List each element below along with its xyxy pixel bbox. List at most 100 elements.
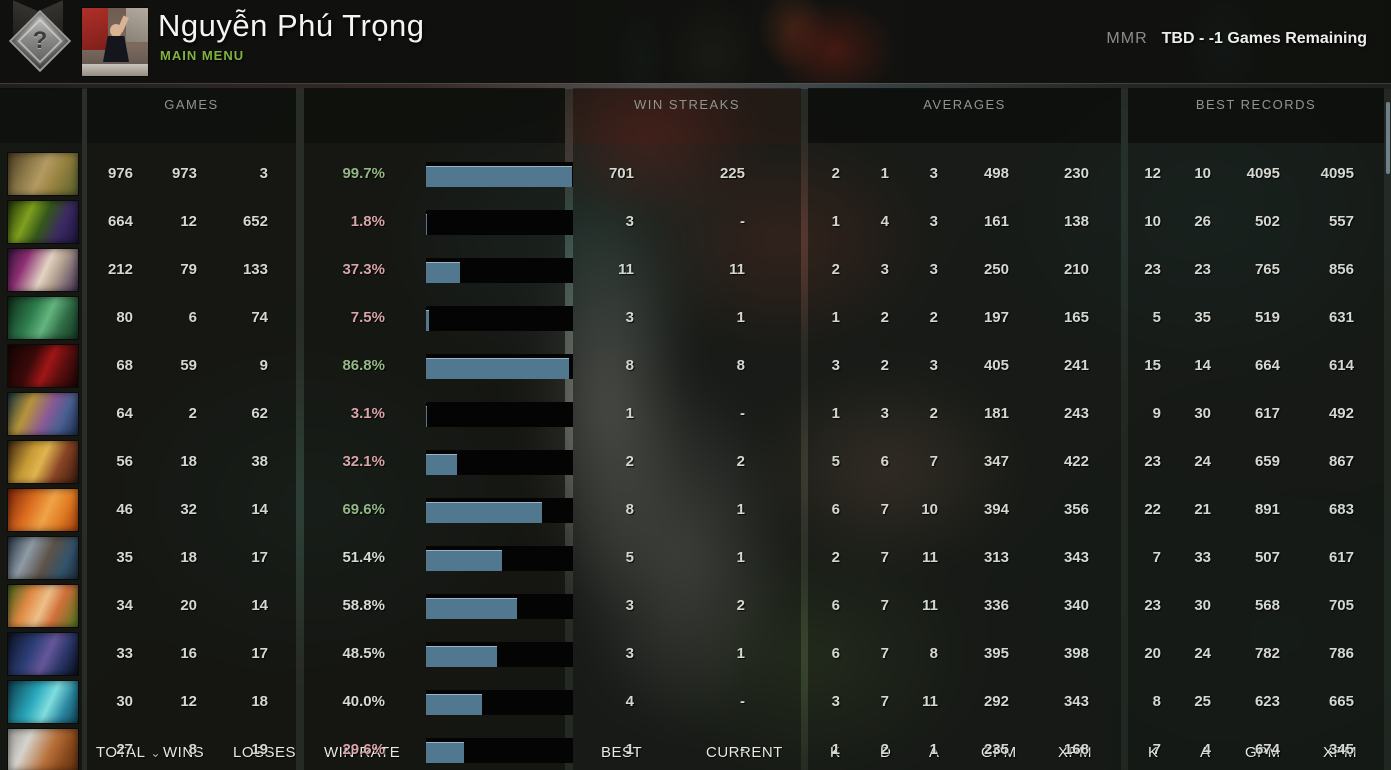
table-row[interactable]: 35 18 17 51.4% 5 1 2 7 11 313 343 7 33 5… [0, 534, 1391, 582]
win-rate-cell: 32.1% [342, 453, 385, 470]
avg-deaths-cell: 2 [880, 309, 889, 326]
hero-icon-windranger[interactable] [8, 585, 78, 627]
avg-kills-cell: 6 [831, 645, 840, 662]
table-row[interactable]: 33 16 17 48.5% 3 1 6 7 8 395 398 20 24 7… [0, 630, 1391, 678]
total-games-cell: 34 [116, 597, 133, 614]
table-row[interactable]: 64 2 62 3.1% 1 - 1 3 2 181 243 9 30 617 … [0, 390, 1391, 438]
avg-assists-cell: 3 [929, 261, 938, 278]
hero-icon-lina[interactable] [8, 489, 78, 531]
group-label-best-records: BEST RECORDS [1195, 97, 1317, 112]
column-header-avg-assists[interactable]: A [929, 744, 940, 761]
column-header-win-rate[interactable]: WIN RATE [324, 744, 401, 761]
record-assists-cell: 21 [1194, 501, 1211, 518]
column-header-losses[interactable]: LOSSES [233, 744, 297, 761]
rating-bar [426, 642, 573, 667]
mmr-display: MMR TBD - -1 Games Remaining [1106, 30, 1367, 48]
avg-xpm-cell: 422 [1063, 453, 1089, 470]
table-row[interactable]: 68 59 9 86.8% 8 8 3 2 3 405 241 15 14 66… [0, 342, 1391, 390]
record-xpm-cell: 683 [1328, 501, 1354, 518]
record-kills-cell: 20 [1144, 645, 1161, 662]
total-games-cell: 80 [116, 309, 133, 326]
table-row[interactable]: 34 20 14 58.8% 3 2 6 7 11 336 340 23 30 … [0, 582, 1391, 630]
column-header-record-kills[interactable]: K [1148, 744, 1159, 761]
table-row[interactable]: 976 973 3 99.7% 701 225 2 1 3 498 230 12… [0, 150, 1391, 198]
rating-bar-fill [426, 454, 457, 475]
avatar-backdrop [125, 8, 148, 42]
win-rate-cell: 7.5% [350, 309, 385, 326]
header-box-win-rate [304, 88, 565, 143]
table-row[interactable]: 46 32 14 69.6% 8 1 6 7 10 394 356 22 21 … [0, 486, 1391, 534]
column-header-record-xpm[interactable]: XPM [1323, 744, 1358, 761]
hero-icon-rubick[interactable] [8, 201, 78, 243]
avg-assists-cell: 11 [922, 693, 938, 710]
avg-assists-cell: 7 [929, 453, 938, 470]
avg-gpm-cell: 250 [983, 261, 1009, 278]
rating-bar-fill [426, 262, 460, 283]
table-row[interactable]: 664 12 652 1.8% 3 - 1 4 3 161 138 10 26 … [0, 198, 1391, 246]
avg-gpm-cell: 292 [983, 693, 1009, 710]
avg-assists-cell: 3 [929, 357, 938, 374]
rating-bar-fill [426, 358, 569, 379]
avg-kills-cell: 1 [831, 405, 840, 422]
total-games-cell: 30 [116, 693, 133, 710]
win-rate-cell: 1.8% [350, 213, 385, 230]
column-header-record-assists[interactable]: A [1200, 744, 1211, 761]
record-kills-cell: 12 [1144, 165, 1161, 182]
column-header-current-streak[interactable]: CURRENT [706, 744, 783, 761]
column-header-record-gpm[interactable]: GPM [1245, 744, 1281, 761]
wins-cell: 8 [188, 741, 197, 758]
hero-icon-medusa[interactable] [8, 393, 78, 435]
losses-cell: 17 [251, 645, 268, 662]
hero-icon-pudge[interactable] [8, 153, 78, 195]
table-row[interactable]: 56 18 38 32.1% 2 2 5 6 7 347 422 23 24 6… [0, 438, 1391, 486]
rating-bar [426, 402, 573, 427]
column-header-avg-kills[interactable]: K [830, 744, 841, 761]
avg-assists-cell: 3 [929, 213, 938, 230]
header-box-averages: AVERAGES [808, 88, 1121, 143]
losses-cell: 18 [251, 693, 268, 710]
avg-xpm-cell: 168 [1063, 741, 1089, 758]
unranked-question-glyph: ? [32, 27, 48, 54]
hero-icon-tidehunter[interactable] [8, 297, 78, 339]
hero-icon-luna[interactable] [8, 633, 78, 675]
record-gpm-cell: 664 [1254, 357, 1280, 374]
hero-icon-shadow-fiend[interactable] [8, 345, 78, 387]
wins-cell: 16 [180, 645, 197, 662]
wins-cell: 32 [180, 501, 197, 518]
scrollbar[interactable] [1386, 102, 1390, 174]
record-assists-cell: 23 [1194, 261, 1211, 278]
rank-badge-icon[interactable]: ? [6, 0, 72, 78]
sort-descending-icon: ⌄ [150, 746, 162, 760]
hero-icon-juggernaut[interactable] [8, 729, 78, 770]
wins-cell: 12 [180, 693, 197, 710]
main-menu-link[interactable]: MAIN MENU [160, 48, 245, 63]
record-gpm-cell: 659 [1254, 453, 1280, 470]
table-row[interactable]: 80 6 74 7.5% 3 1 1 2 2 197 165 5 35 519 … [0, 294, 1391, 342]
table-row[interactable]: 30 12 18 40.0% 4 - 3 7 11 292 343 8 25 6… [0, 678, 1391, 726]
column-header-avg-gpm[interactable]: GPM [981, 744, 1017, 761]
avg-xpm-cell: 340 [1063, 597, 1089, 614]
hero-icon-invoker[interactable] [8, 249, 78, 291]
column-header-wins[interactable]: WINS [163, 744, 205, 761]
column-header-avg-xpm[interactable]: XPM [1058, 744, 1093, 761]
record-assists-cell: 24 [1194, 453, 1211, 470]
hero-icon-legion-commander[interactable] [8, 441, 78, 483]
avg-kills-cell: 2 [831, 261, 840, 278]
avg-kills-cell: 6 [831, 597, 840, 614]
total-games-cell: 976 [107, 165, 133, 182]
column-header-avg-deaths[interactable]: D [880, 744, 892, 761]
table-row[interactable]: 212 79 133 37.3% 11 11 2 3 3 250 210 23 … [0, 246, 1391, 294]
hero-icon-winter-wyvern[interactable] [8, 681, 78, 723]
win-rate-cell: 86.8% [342, 357, 385, 374]
column-header-total-sorted[interactable]: TOTAL ⌄ [96, 744, 161, 761]
avg-assists-cell: 2 [929, 309, 938, 326]
best-streak-cell: 3 [625, 645, 634, 662]
table-row[interactable]: 27 8 19 29.6% 1 - 1 2 1 235 168 7 4 674 … [0, 726, 1391, 770]
current-streak-cell: 8 [736, 357, 745, 374]
panel-games [87, 143, 296, 770]
avatar[interactable] [82, 8, 148, 76]
hero-icon-kunkka[interactable] [8, 537, 78, 579]
losses-cell: 3 [259, 165, 268, 182]
record-gpm-cell: 891 [1254, 501, 1280, 518]
column-header-best-streak[interactable]: BEST [601, 744, 643, 761]
